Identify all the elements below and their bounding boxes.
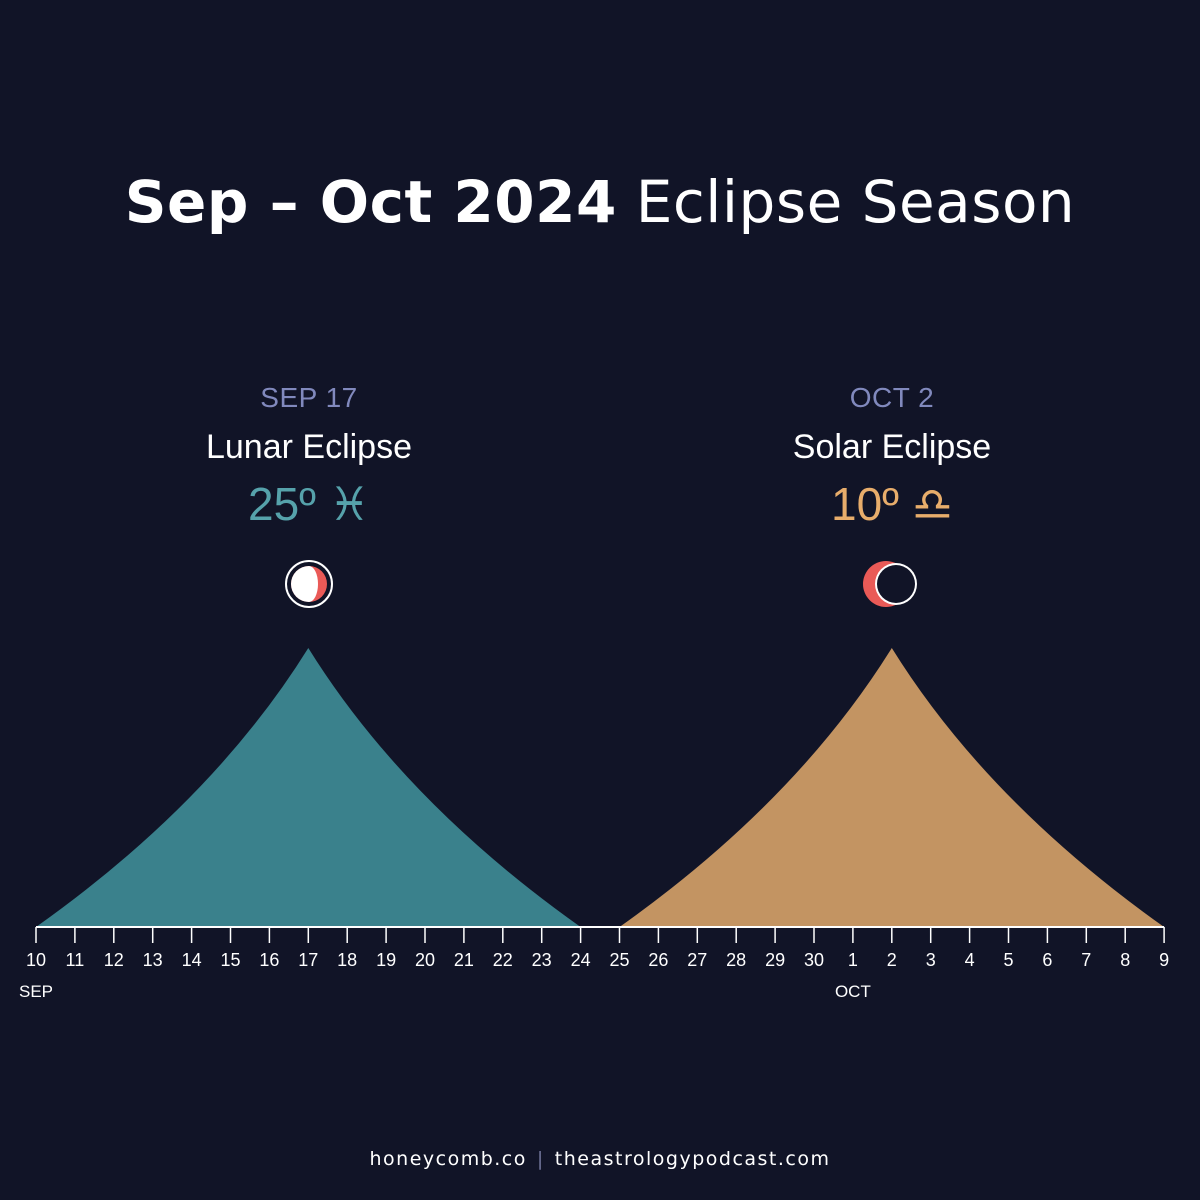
lunar-area <box>36 648 581 927</box>
x-tick-label: 17 <box>298 950 318 970</box>
x-tick-label: 14 <box>182 950 202 970</box>
event-date: OCT 2 <box>849 382 935 413</box>
x-tick-label: 3 <box>926 950 936 970</box>
lunar-eclipse-label: SEP 17 Lunar Eclipse 25º ♓ <box>109 382 509 531</box>
x-tick-label: 30 <box>804 950 824 970</box>
pisces-icon: ♓ <box>328 477 370 531</box>
x-tick-label: 20 <box>415 950 435 970</box>
event-degree: 25º ♓ <box>109 477 509 531</box>
x-tick-label: 8 <box>1120 950 1130 970</box>
x-tick-label: 29 <box>765 950 785 970</box>
footer: honeycomb.co | theastrologypodcast.com <box>0 1148 1200 1170</box>
x-tick-label: 23 <box>532 950 552 970</box>
event-name: Solar Eclipse <box>792 428 992 466</box>
x-tick-label: 2 <box>887 950 897 970</box>
footer-right-link[interactable]: theastrologypodcast.com <box>554 1148 831 1170</box>
x-tick-label: 26 <box>648 950 668 970</box>
x-tick-label: 24 <box>571 950 591 970</box>
x-tick-label: 27 <box>687 950 707 970</box>
lunar-eclipse-icon <box>285 560 333 608</box>
month-label: SEP <box>19 982 53 1001</box>
x-tick-label: 7 <box>1081 950 1091 970</box>
footer-divider: | <box>536 1148 545 1170</box>
x-tick-label: 9 <box>1159 950 1169 970</box>
chart-title: Sep – Oct 2024 Eclipse Season <box>0 168 1200 236</box>
x-tick-label: 13 <box>143 950 163 970</box>
x-tick-label: 28 <box>726 950 746 970</box>
event-date: SEP 17 <box>260 382 358 413</box>
x-tick-label: 18 <box>337 950 357 970</box>
title-bold: Sep – Oct 2024 <box>124 168 617 236</box>
x-tick-label: 16 <box>259 950 279 970</box>
title-light: Eclipse Season <box>635 168 1076 236</box>
event-name: Lunar Eclipse <box>205 428 412 466</box>
month-label: OCT <box>835 982 871 1001</box>
x-tick-label: 1 <box>848 950 858 970</box>
degree-value: 25º <box>248 478 316 530</box>
footer-left-link[interactable]: honeycomb.co <box>369 1148 527 1170</box>
solar-eclipse-icon <box>863 561 917 607</box>
x-tick-label: 6 <box>1042 950 1052 970</box>
x-tick-label: 5 <box>1003 950 1013 970</box>
x-tick-label: 15 <box>220 950 240 970</box>
solar-eclipse-label: OCT 2 Solar Eclipse 10º ♎ <box>692 382 1092 531</box>
event-degree: 10º ♎ <box>692 477 1092 531</box>
x-tick-label: 19 <box>376 950 396 970</box>
x-tick-label: 12 <box>104 950 124 970</box>
x-tick-label: 25 <box>609 950 629 970</box>
x-tick-label: 4 <box>965 950 975 970</box>
x-tick-label: 10 <box>26 950 46 970</box>
degree-value: 10º <box>831 478 899 530</box>
x-tick-label: 11 <box>66 950 85 970</box>
x-tick-label: 21 <box>454 950 474 970</box>
solar-area <box>619 648 1165 927</box>
x-tick-label: 22 <box>493 950 513 970</box>
libra-icon: ♎ <box>911 477 953 531</box>
